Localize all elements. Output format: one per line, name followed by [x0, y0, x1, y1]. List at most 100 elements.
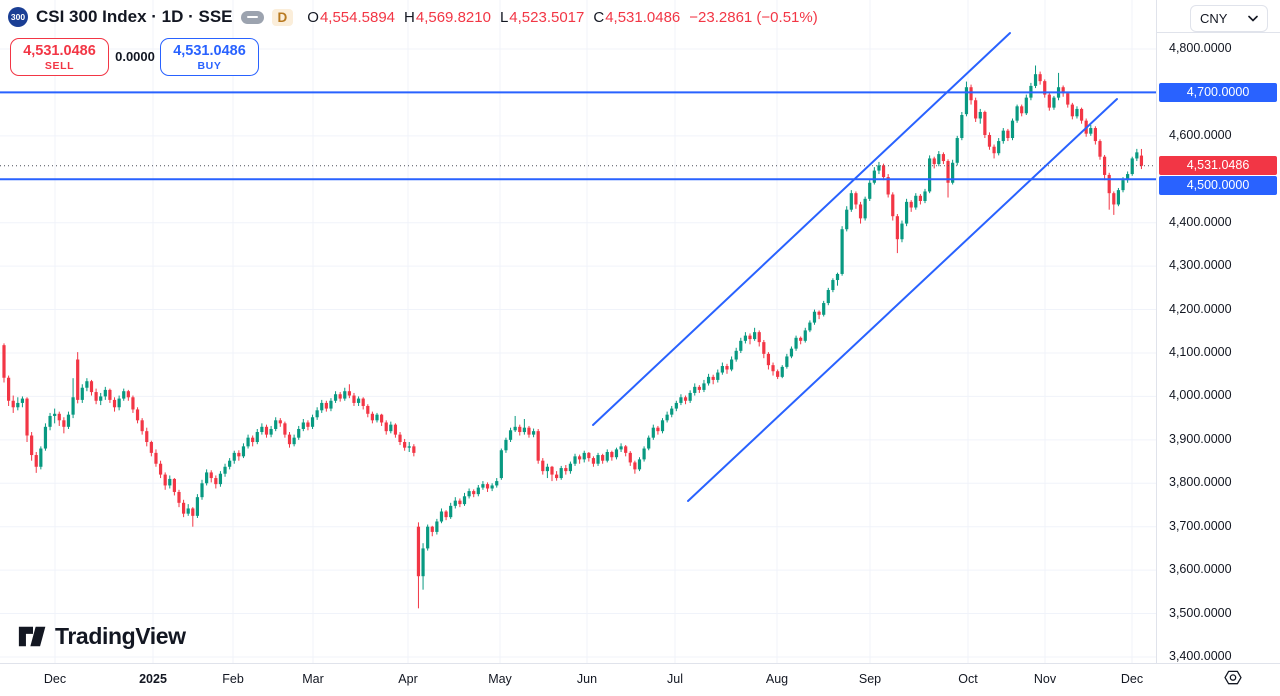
candle: [582, 452, 586, 460]
candle: [647, 437, 651, 449]
spread-value: 0.0000: [115, 49, 155, 64]
channel-lower: [687, 98, 1118, 502]
tradingview-logo[interactable]: TradingView: [18, 623, 186, 650]
tradingview-wordmark: TradingView: [55, 623, 186, 649]
candle: [398, 434, 402, 443]
candle: [39, 448, 43, 467]
candle: [817, 311, 821, 315]
candle: [513, 426, 517, 431]
candle: [642, 448, 646, 460]
candle: [854, 193, 858, 205]
channel-upper: [592, 32, 1011, 426]
horizontal-lines[interactable]: [0, 91, 1156, 181]
candle: [601, 455, 605, 461]
candle: [375, 414, 379, 421]
candle: [504, 439, 508, 451]
candle: [545, 466, 549, 472]
candle: [711, 376, 715, 380]
candle: [904, 201, 909, 224]
candle: [255, 432, 259, 443]
candle: [80, 387, 84, 400]
candle: [831, 280, 835, 291]
sell-button[interactable]: 4,531.0486 SELL: [10, 38, 109, 76]
candle: [1079, 108, 1084, 121]
open-label: O: [307, 8, 319, 26]
candle: [264, 426, 269, 435]
candle: [384, 422, 388, 432]
price-tick-label: 3,800.0000: [1169, 475, 1232, 490]
candle: [135, 409, 140, 421]
candle: [697, 386, 701, 390]
candle: [163, 474, 167, 486]
time-axis[interactable]: Dec 2025 Feb Mar Apr May Jun Jul Aug Sep Oct Nov Dec: [0, 663, 1280, 696]
candles: [2, 65, 1144, 609]
candle: [923, 191, 927, 201]
candle: [34, 455, 38, 467]
candle: [421, 548, 425, 577]
candle: [555, 474, 559, 479]
candle: [835, 273, 840, 281]
candle: [914, 195, 918, 208]
candle: [108, 389, 112, 400]
candle: [531, 431, 536, 435]
candle: [858, 204, 863, 219]
time-tick-label: Mar: [302, 672, 324, 686]
candle: [909, 201, 913, 208]
candle: [66, 414, 71, 427]
candle: [99, 396, 103, 401]
candle: [30, 435, 34, 456]
candle: [794, 337, 798, 349]
candle: [564, 468, 568, 472]
candle: [951, 162, 955, 183]
candle: [1052, 97, 1056, 108]
currency-selector[interactable]: CNY: [1190, 5, 1268, 32]
candle: [596, 455, 600, 464]
candle: [490, 485, 494, 489]
candle: [131, 397, 135, 410]
open-value: 4,554.5894: [319, 8, 396, 26]
buy-button[interactable]: 4,531.0486 BUY: [160, 38, 259, 76]
time-tick-label: Jun: [576, 672, 598, 686]
candle: [1006, 130, 1010, 139]
candle: [1112, 193, 1116, 205]
symbol-title[interactable]: CSI 300 Index · 1D · SSE: [36, 7, 233, 26]
price-tick-label: 3,900.0000: [1169, 431, 1232, 446]
candle: [191, 508, 195, 516]
high-label: H: [404, 8, 415, 26]
candle: [1116, 190, 1121, 205]
candle: [278, 420, 282, 424]
data-mode-pill-icon[interactable]: [240, 10, 264, 24]
time-tick-label: Apr: [398, 672, 418, 686]
candle: [370, 413, 374, 421]
chart-pane[interactable]: [0, 0, 1156, 663]
sell-label: SELL: [44, 60, 75, 72]
low-value: 4,523.5017: [509, 8, 585, 26]
high-value: 4,569.8210: [415, 8, 491, 26]
candle: [605, 452, 609, 461]
candle: [25, 398, 29, 436]
candle: [1107, 174, 1111, 194]
price-axis[interactable]: 4,700.0000 4,531.0486 4,500.0000 4,800.0…: [1156, 0, 1280, 663]
delayed-data-badge[interactable]: D: [271, 8, 294, 26]
candle: [122, 391, 126, 399]
candle: [670, 408, 674, 415]
candle: [1020, 106, 1024, 114]
chart-settings-icon[interactable]: [1222, 667, 1244, 689]
symbol-logo-icon[interactable]: 300: [8, 7, 28, 27]
candle: [877, 165, 881, 171]
symbol-header: 300 CSI 300 Index · 1D · SSE D O 4,554.58…: [8, 7, 818, 27]
price-line-label-4500[interactable]: 4,500.0000: [1159, 175, 1277, 195]
candle: [324, 402, 328, 409]
candle: [329, 400, 333, 409]
candle: [900, 223, 904, 240]
price-line-label-4700[interactable]: 4,700.0000: [1159, 82, 1277, 102]
candle: [453, 500, 457, 506]
candle: [1010, 120, 1015, 139]
candle: [297, 428, 301, 438]
trend-channel[interactable]: [592, 32, 1118, 502]
candle: [969, 87, 973, 101]
candle: [573, 456, 577, 464]
time-tick-label: Feb: [222, 672, 244, 686]
candle: [674, 402, 678, 409]
candle: [808, 322, 812, 331]
